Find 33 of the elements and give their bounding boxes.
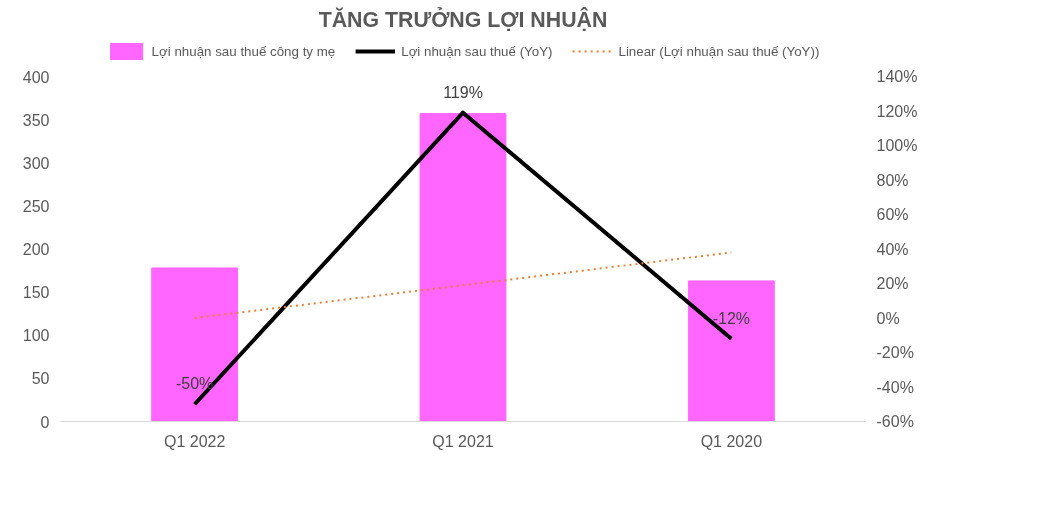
y-tick-label: 400 xyxy=(22,68,50,86)
data-label: -50% xyxy=(175,375,214,393)
y-tick-label: 50 xyxy=(31,370,50,388)
y2-tick-label: 140% xyxy=(876,68,918,85)
data-label: -12% xyxy=(712,309,751,327)
y-tick-label: 200 xyxy=(22,241,50,258)
y2-tick-label: -20% xyxy=(876,344,914,361)
y2-tick-label: -60% xyxy=(876,413,914,430)
y-tick-label: 0 xyxy=(40,413,50,431)
legend-label: Lợi nhuận sau thuế công ty mẹ xyxy=(151,43,336,59)
legend-label: Linear (Lợi nhuận sau thuế (YoY)) xyxy=(618,43,820,59)
y2-tick-label: 40% xyxy=(876,240,909,258)
legend-label: Lợi nhuận sau thuế (YoY) xyxy=(401,43,553,59)
x-tick-label: Q1 2021 xyxy=(432,432,494,450)
y2-tick-label: 60% xyxy=(876,206,909,223)
y2-tick-label: -40% xyxy=(876,378,914,396)
y-tick-label: 350 xyxy=(22,111,50,129)
y-tick-label: 150 xyxy=(22,284,50,302)
y2-tick-label: 0% xyxy=(876,309,900,327)
bar xyxy=(687,280,775,422)
x-tick-label: Q1 2022 xyxy=(163,432,226,450)
bar xyxy=(419,113,507,422)
y2-tick-label: 120% xyxy=(876,102,918,120)
bar xyxy=(151,267,239,422)
y2-tick-label: 20% xyxy=(876,275,909,292)
x-tick-label: Q1 2020 xyxy=(700,432,763,450)
y2-tick-label: 100% xyxy=(876,137,918,154)
chart-title: TĂNG TRƯỞNG LỢI NHUẬN xyxy=(318,6,608,32)
data-label: 119% xyxy=(443,83,483,101)
y-tick-label: 250 xyxy=(22,197,50,215)
y2-tick-label: 80% xyxy=(876,171,909,189)
y-tick-label: 100 xyxy=(22,327,50,345)
y-tick-label: 300 xyxy=(22,154,50,172)
